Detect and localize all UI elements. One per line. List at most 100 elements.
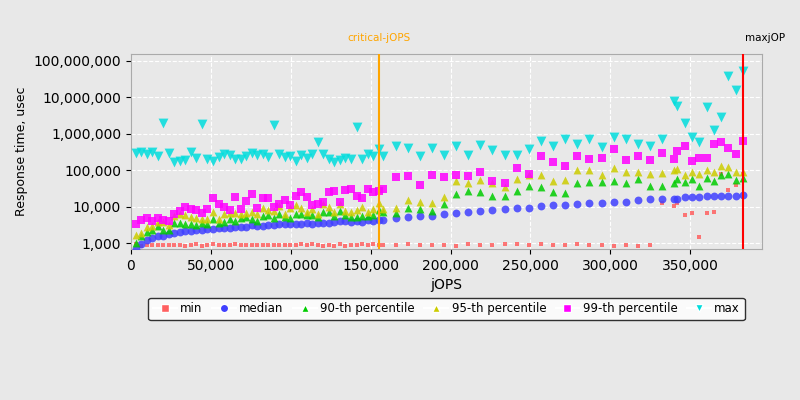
Point	[656, 196, 669, 202]
Point	[366, 241, 379, 248]
Point	[546, 178, 559, 184]
Point	[356, 241, 369, 248]
Point	[185, 206, 198, 212]
Point	[693, 154, 706, 161]
Point	[402, 241, 414, 248]
Point	[267, 215, 280, 221]
Text: maxjOP: maxjOP	[745, 34, 785, 44]
Point	[234, 215, 247, 221]
Text: critical-jOPS: critical-jOPS	[347, 34, 410, 44]
Point	[450, 143, 462, 150]
Point	[135, 240, 148, 247]
Point	[510, 188, 523, 194]
Point	[162, 218, 175, 224]
Point	[212, 216, 225, 222]
Point	[656, 136, 669, 142]
Point	[558, 202, 571, 208]
Point	[644, 157, 657, 163]
Point	[334, 157, 346, 163]
Point	[345, 186, 358, 193]
Point	[256, 205, 269, 211]
Point	[571, 141, 584, 148]
Point	[206, 157, 219, 164]
Point	[140, 242, 153, 248]
Point	[510, 241, 523, 247]
Point	[486, 146, 499, 153]
Point	[737, 138, 750, 145]
Point	[130, 231, 142, 238]
Point	[284, 214, 297, 221]
Point	[361, 212, 374, 219]
Point	[426, 144, 438, 151]
Point	[246, 242, 258, 249]
Point	[218, 151, 230, 157]
Point	[546, 202, 559, 209]
Point	[462, 152, 474, 158]
Point	[583, 166, 596, 173]
Point	[414, 182, 426, 188]
Point	[377, 206, 390, 212]
Point	[474, 208, 486, 214]
Point	[190, 227, 203, 234]
Point	[700, 210, 713, 216]
Point	[162, 242, 175, 248]
Point	[678, 143, 691, 150]
Point	[229, 194, 242, 200]
Point	[644, 183, 657, 190]
Point	[334, 199, 346, 205]
Point	[201, 206, 214, 212]
Point	[656, 170, 669, 176]
Point	[190, 215, 203, 221]
Point	[223, 225, 236, 231]
Point	[656, 183, 669, 190]
Point	[356, 156, 369, 162]
Point	[522, 170, 535, 177]
Point	[195, 226, 208, 233]
Point	[234, 241, 247, 248]
Point	[678, 172, 691, 178]
Point	[295, 152, 308, 158]
Point	[438, 194, 450, 200]
Point	[339, 212, 352, 218]
Point	[267, 207, 280, 214]
Point	[135, 149, 148, 155]
Point	[135, 242, 148, 249]
Point	[486, 242, 499, 248]
Point	[262, 212, 274, 218]
Point	[668, 195, 681, 202]
Point	[240, 198, 253, 204]
Point	[631, 176, 644, 182]
Point	[668, 98, 681, 104]
Point	[678, 194, 691, 200]
Point	[377, 209, 390, 216]
Point	[273, 202, 286, 209]
Point	[631, 152, 644, 159]
Point	[356, 195, 369, 202]
Point	[284, 152, 297, 159]
Point	[317, 201, 330, 207]
Point	[229, 224, 242, 230]
Point	[510, 152, 523, 158]
Point	[486, 192, 499, 199]
Point	[583, 136, 596, 142]
Point	[414, 199, 426, 205]
Point	[185, 242, 198, 248]
Point	[135, 233, 148, 239]
Point	[700, 104, 713, 110]
Point	[631, 242, 644, 249]
Point	[322, 220, 335, 226]
Point	[619, 198, 632, 205]
Point	[450, 172, 462, 178]
Point	[474, 142, 486, 148]
Point	[322, 204, 335, 211]
Point	[334, 218, 346, 225]
Point	[350, 123, 363, 130]
Point	[730, 176, 742, 183]
Point	[366, 212, 379, 218]
Point	[372, 188, 385, 194]
Point	[201, 216, 214, 222]
Point	[583, 242, 596, 248]
Point	[151, 215, 164, 222]
Point	[273, 201, 286, 208]
Point	[262, 242, 274, 248]
